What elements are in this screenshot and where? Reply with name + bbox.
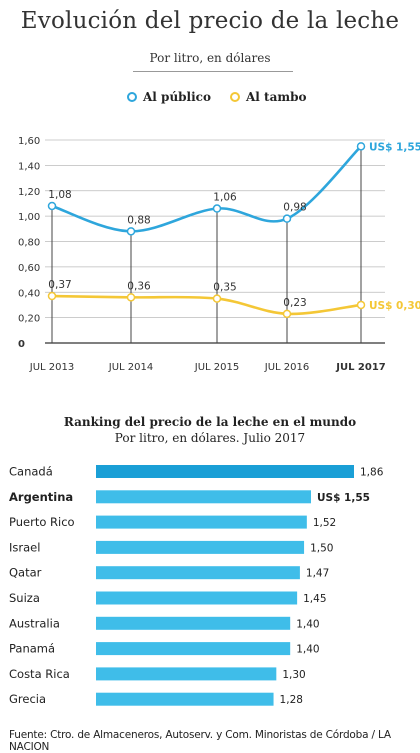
legend-marker-publico — [127, 92, 137, 102]
data-point — [212, 294, 222, 303]
ranking-title: Ranking del precio de la leche en el mun… — [63, 415, 357, 429]
data-point — [47, 201, 57, 211]
category-label: Australia — [9, 616, 60, 630]
data-point — [282, 214, 292, 223]
bar-value-label: US$ 1,55 — [317, 492, 370, 504]
x-tick-label: JUL 2015 — [194, 362, 239, 373]
bar — [96, 540, 305, 554]
x-tick-label: JUL 2016 — [264, 362, 309, 373]
bar — [96, 515, 307, 529]
title-divider — [133, 71, 293, 72]
category-label: Israel — [9, 540, 40, 554]
data-label: 0,23 — [283, 297, 306, 309]
data-point — [356, 300, 366, 310]
data-label: 1,06 — [213, 192, 237, 204]
y-tick-label: 0,20 — [18, 314, 40, 325]
y-tick-label: 1,20 — [18, 187, 40, 198]
y-tick-label: 1,00 — [18, 212, 40, 223]
x-tick-label: JUL 2014 — [108, 362, 153, 373]
bar-value-label: 1,47 — [306, 568, 329, 580]
data-point — [356, 142, 366, 151]
y-tick-label: 1,40 — [18, 161, 40, 172]
data-label: US$ 0,30 — [369, 300, 420, 312]
category-label: Suiza — [9, 591, 40, 605]
category-label: Qatar — [9, 566, 42, 580]
bar — [96, 642, 291, 656]
y-tick-label: 1,60 — [18, 136, 40, 147]
bar — [96, 591, 298, 605]
series-line-publico — [51, 145, 362, 233]
y-tick-label: 0,40 — [18, 288, 40, 299]
data-point — [47, 291, 57, 301]
y-tick-label: 0 — [18, 339, 25, 350]
bar — [96, 465, 354, 478]
data-label: 0,88 — [127, 214, 150, 226]
bar-value-label: 1,52 — [313, 517, 336, 529]
category-label: Argentina — [9, 490, 73, 504]
x-tick-label: JUL 2017 — [335, 362, 386, 373]
chart-title: Evolución del precio de la leche — [20, 8, 400, 34]
data-label: US$ 1,55 — [369, 141, 420, 153]
bar — [96, 667, 277, 681]
bar — [96, 566, 300, 580]
ranking-subtitle: Por litro, en dólares. Julio 2017 — [114, 431, 306, 445]
legend-marker-tambo — [230, 92, 240, 102]
bar-value-label: 1,40 — [296, 618, 319, 630]
bar-chart: Canadá 1,86 Argentina US$ 1,55 Puerto Rico 1,… — [9, 465, 384, 707]
data-point — [126, 293, 136, 302]
source-note: Fuente: Ctro. de Almaceneros, Autoserv. … — [9, 729, 391, 753]
data-label: 0,35 — [213, 282, 236, 294]
bar-value-label: 1,50 — [310, 542, 333, 554]
chart-subtitle: Por litro, en dólares — [149, 51, 271, 65]
category-label: Canadá — [9, 465, 53, 479]
bar-value-label: 1,40 — [296, 644, 319, 656]
data-point — [212, 204, 222, 213]
y-tick-label: 0,80 — [18, 238, 40, 249]
bar-value-label: 1,45 — [303, 593, 326, 605]
bar — [96, 490, 311, 504]
data-label: 0,37 — [48, 279, 71, 291]
legend-item-tambo: Al tambo — [230, 90, 306, 104]
data-point — [126, 227, 136, 236]
bar-value-label: 1,86 — [360, 467, 384, 479]
legend-label-tambo: Al tambo — [246, 90, 307, 104]
bar-value-label: 1,28 — [280, 694, 303, 706]
data-label: 1,08 — [48, 189, 71, 201]
y-tick-label: 0,60 — [18, 263, 40, 274]
category-label: Puerto Rico — [9, 515, 75, 529]
data-label: 0,36 — [127, 280, 151, 292]
category-label: Grecia — [9, 692, 46, 706]
category-label: Panamá — [9, 642, 55, 656]
bar — [96, 616, 291, 630]
category-label: Costa Rica — [9, 667, 70, 681]
bar — [96, 692, 274, 706]
x-tick-label: JUL 2013 — [29, 362, 74, 373]
series-line-tambo — [51, 294, 362, 316]
line-chart: 1,60 1,40 1,20 1,00 0,80 0,60 0,40 0,20 0 JUL 201… — [18, 136, 420, 373]
data-label: 0,98 — [283, 202, 306, 214]
data-point — [282, 309, 292, 319]
legend-label-publico: Al público — [143, 90, 211, 104]
bar-value-label: 1,30 — [282, 669, 305, 681]
legend-item-publico: Al público — [127, 90, 211, 104]
